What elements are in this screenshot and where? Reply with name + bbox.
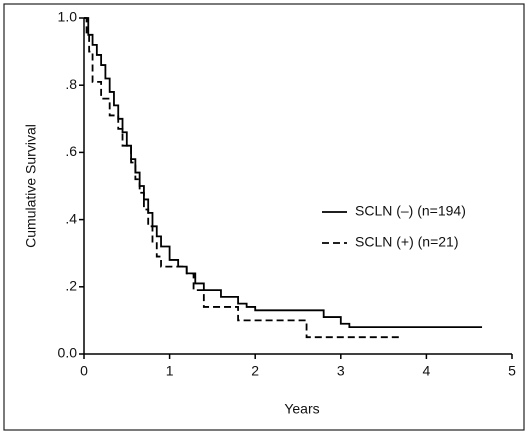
y-tick-label: 0.0 xyxy=(58,345,78,361)
frame xyxy=(3,3,525,431)
survival-curve xyxy=(84,17,483,329)
y-axis-label: Cumulative Survival xyxy=(23,124,39,248)
y-tick-label: .8 xyxy=(65,76,77,92)
legend-label: SCLN (+) (n=21) xyxy=(355,234,458,250)
x-tick-label: 4 xyxy=(423,363,431,379)
x-tick-label: 3 xyxy=(337,363,345,379)
y-tick-label: .2 xyxy=(65,278,77,294)
x-tick-label: 0 xyxy=(80,363,88,379)
y-tick-label: .6 xyxy=(65,143,77,159)
x-axis-label: Years xyxy=(284,401,319,417)
x-tick-label: 5 xyxy=(508,363,516,379)
y-tick-label: 1.0 xyxy=(58,9,78,25)
legend-label: SCLN (–) (n=194) xyxy=(355,203,466,219)
x-tick-label: 2 xyxy=(251,363,259,379)
y-tick-label: .4 xyxy=(65,210,77,226)
x-tick-label: 1 xyxy=(166,363,174,379)
survival-curve xyxy=(84,17,401,339)
